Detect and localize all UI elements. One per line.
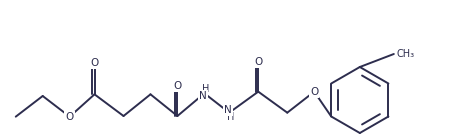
Text: O: O bbox=[253, 57, 262, 67]
Text: O: O bbox=[66, 112, 74, 122]
Text: O: O bbox=[309, 87, 318, 97]
Text: O: O bbox=[173, 81, 181, 91]
Text: CH₃: CH₃ bbox=[396, 49, 414, 59]
Text: N: N bbox=[224, 105, 232, 115]
Text: O: O bbox=[90, 58, 98, 68]
Text: N: N bbox=[199, 91, 207, 101]
Text: H: H bbox=[226, 112, 233, 122]
Text: H: H bbox=[201, 84, 208, 94]
